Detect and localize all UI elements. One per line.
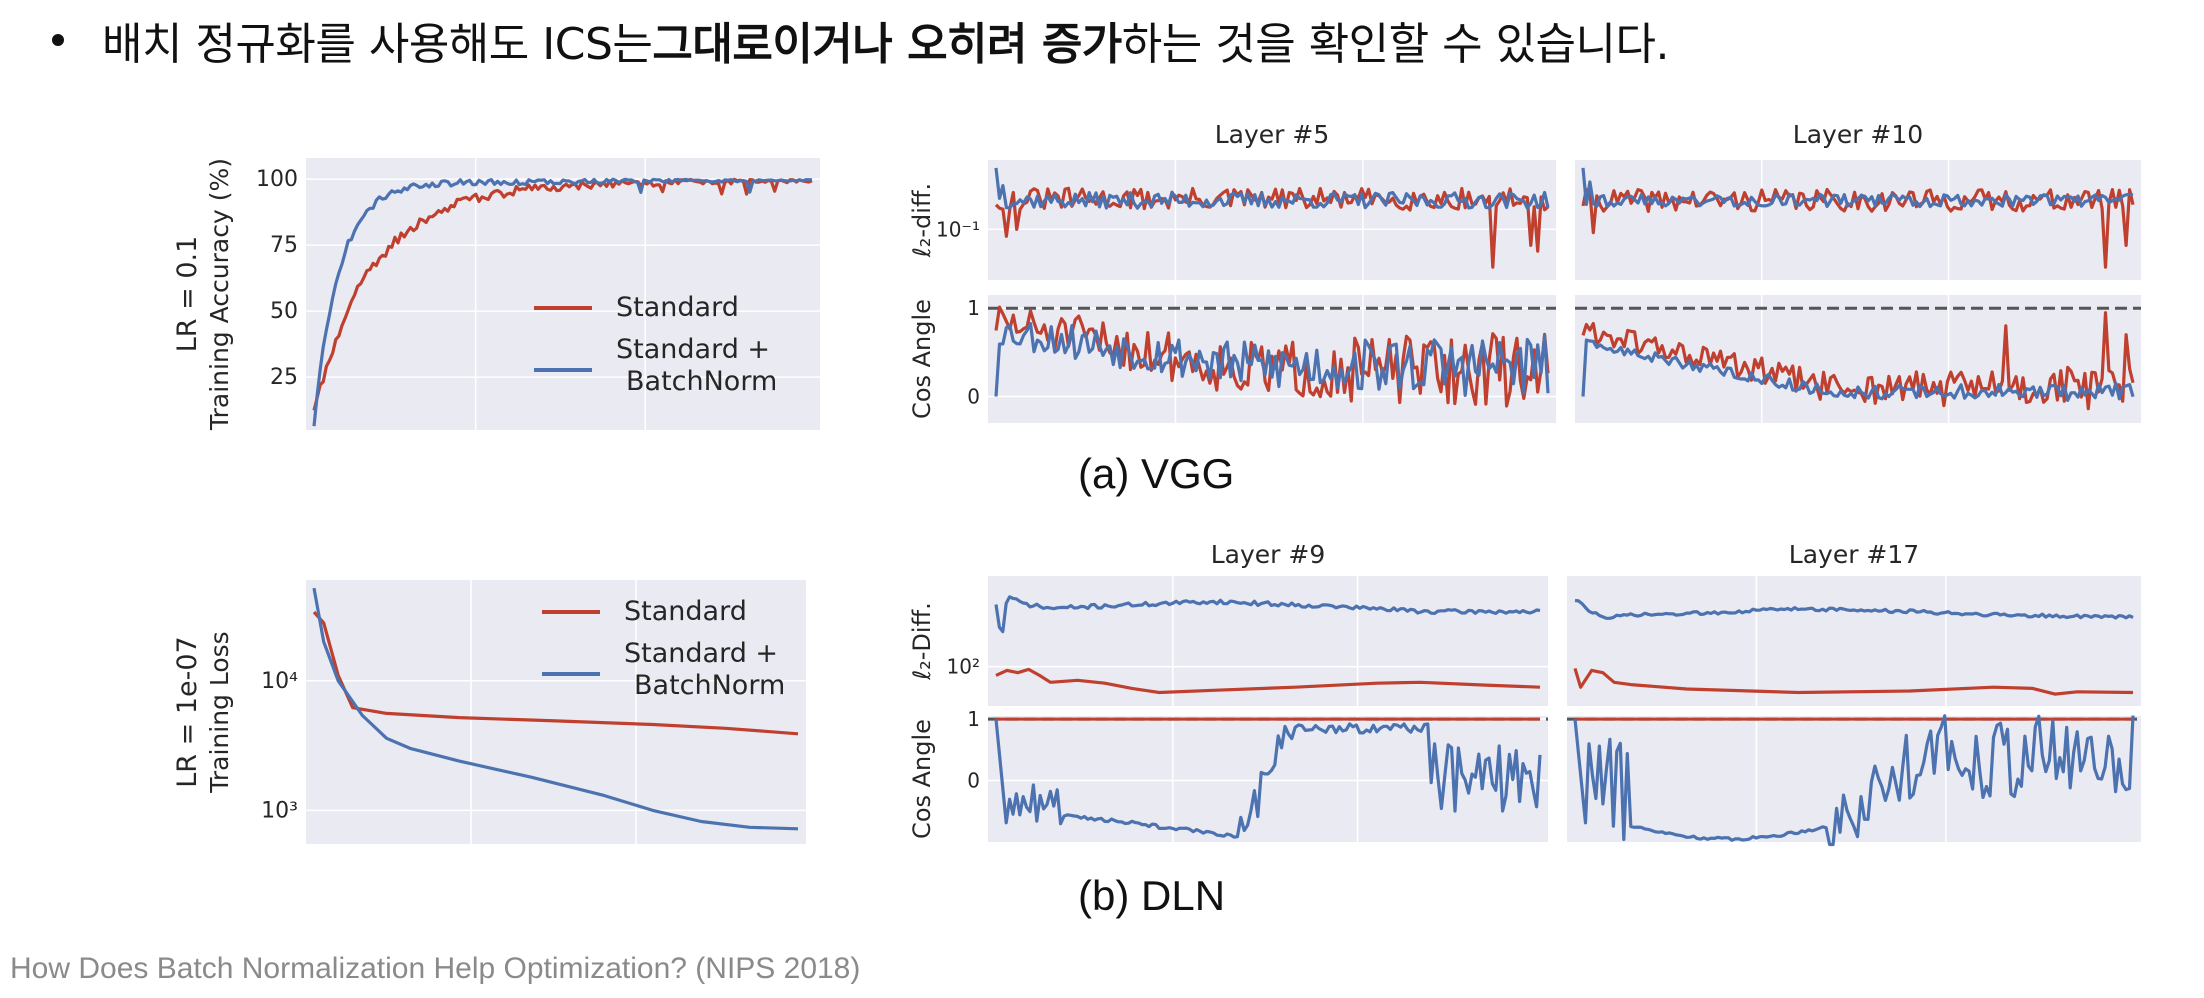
series-line-batchnorm — [1574, 598, 2134, 620]
dln-layer17-l2-chart: Layer #17 — [1567, 540, 2141, 706]
plot-area — [1567, 716, 2141, 842]
slide-bullet: 배치 정규화를 사용해도 ICS는 그대로이거나 오히려 증가 하는 것을 확인할… — [52, 10, 1670, 70]
legend-label-batchnorm: Standard + — [616, 334, 770, 365]
y-tick-label: 10⁻¹ — [936, 217, 980, 241]
dln-layer9-cos-chart: 0 1 Cos Angle — [908, 707, 1548, 842]
series-line-batchnorm — [1581, 167, 2134, 209]
y-tick-label: 1 — [967, 707, 980, 731]
bullet-text-2: 하는 것을 확인할 수 있습니다. — [1121, 19, 1670, 70]
y-axis-label: ℓ₂-Diff. — [908, 602, 936, 681]
legend-label-batchnorm: BatchNorm — [626, 366, 777, 397]
y-tick-label: 0 — [967, 769, 980, 793]
legend-label-batchnorm: BatchNorm — [634, 670, 785, 701]
bullet-text-emphasis: 그대로이거나 오히려 증가 — [652, 19, 1122, 70]
plot-area — [1567, 576, 2141, 706]
y-tick-label: 0 — [967, 385, 980, 409]
series-line-batchnorm — [994, 595, 1541, 634]
plot-area — [1575, 295, 2141, 423]
dln-layer9-l2-chart: 10² Layer #9 ℓ₂-Diff. — [908, 540, 1548, 706]
series-line-standard — [1581, 187, 2135, 269]
y-axis-label: ℓ₂-diff. — [908, 183, 936, 258]
y-tick-label: 1 — [967, 296, 980, 320]
series-line-batchnorm — [994, 718, 1542, 839]
series-line-batchnorm — [994, 167, 1550, 210]
y-tick-label: 50 — [270, 299, 298, 324]
y-tick-label: 75 — [270, 233, 298, 258]
legend-label-batchnorm: Standard + — [624, 638, 778, 669]
series-line-batchnorm — [1581, 338, 2135, 402]
bullet-text-1: 배치 정규화를 사용해도 ICS는 — [102, 19, 653, 70]
vgg-layer5-cos-chart: 0 1 Cos Angle — [908, 295, 1556, 423]
series-line-batchnorm — [1573, 714, 2135, 847]
panel-title: Layer #10 — [1793, 120, 1923, 149]
series-line-standard — [312, 610, 799, 736]
y-axis-label: Training Loss — [205, 631, 234, 793]
series-line-batchnorm — [312, 177, 813, 427]
series-line-standard — [994, 305, 1550, 408]
caption-dln: (b) DLN — [1078, 872, 1226, 919]
series-line-standard — [995, 667, 1541, 695]
legend: Standard Standard +BatchNorm — [534, 292, 777, 397]
caption-vgg: (a) VGG — [1078, 450, 1235, 497]
plot-area — [306, 158, 820, 430]
y-tick-label: 10³ — [261, 798, 298, 823]
y-tick-label: 10⁴ — [261, 669, 298, 694]
row-label: LR = 0.1 — [172, 236, 203, 353]
y-axis-label: Cos Angle — [908, 719, 936, 839]
legend-label-standard: Standard — [624, 596, 747, 627]
vgg-layer10-cos-chart — [1575, 295, 2141, 423]
y-axis-label: Training Accuracy (%) — [205, 158, 234, 431]
plot-area — [1575, 160, 2141, 280]
series-line-batchnorm — [994, 321, 1550, 397]
vgg-layer5-l2-chart: 10⁻¹ Layer #5 ℓ₂-diff. — [908, 120, 1556, 280]
plot-area — [988, 160, 1556, 280]
y-tick-label: 10² — [947, 655, 980, 679]
y-tick-label: 25 — [270, 365, 298, 390]
bullet-icon — [52, 34, 64, 46]
y-axis-label: Cos Angle — [908, 299, 936, 419]
y-tick-label: 100 — [256, 167, 298, 192]
panel-title: Layer #5 — [1215, 120, 1330, 149]
legend: Standard Standard +BatchNorm — [542, 596, 785, 701]
panel-title: Layer #17 — [1789, 540, 1919, 569]
legend-label-standard: Standard — [616, 292, 739, 323]
vgg-accuracy-chart: 25 50 75 100 LR = 0.1 Training Accuracy (%) St… — [172, 158, 820, 431]
vgg-layer10-l2-chart: Layer #10 — [1575, 120, 2141, 280]
plot-area — [988, 576, 1548, 706]
citation: How Does Batch Normalization Help Optimi… — [10, 952, 861, 985]
series-line-batchnorm — [312, 587, 799, 831]
series-line-standard — [1573, 667, 2134, 696]
row-label: LR = 1e-07 — [172, 636, 203, 787]
dln-layer17-cos-chart — [1567, 714, 2141, 847]
panel-title: Layer #9 — [1211, 540, 1326, 569]
